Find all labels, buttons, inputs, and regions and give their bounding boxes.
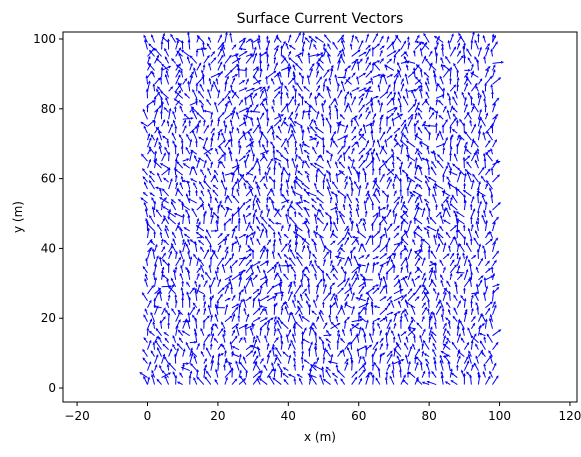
y-tick-label: 100 [33,32,56,46]
y-axis-label: y (m) [11,201,25,233]
x-tick-label: 20 [210,409,225,423]
x-tick-label: 120 [559,409,581,423]
x-tick-label: 100 [488,409,511,423]
x-tick-label: 60 [351,409,366,423]
x-tick-label: 0 [144,409,152,423]
x-tick-label: 40 [281,409,296,423]
x-tick-label: −20 [64,409,89,423]
x-tick-label: 80 [421,409,436,423]
y-tick-label: 0 [48,381,56,395]
y-tick-label: 20 [41,311,56,325]
y-tick-label: 60 [41,172,56,186]
y-tick-label: 40 [41,241,56,255]
chart-title: Surface Current Vectors [237,11,404,27]
y-tick-label: 80 [41,102,56,116]
x-axis-label: x (m) [304,430,336,444]
